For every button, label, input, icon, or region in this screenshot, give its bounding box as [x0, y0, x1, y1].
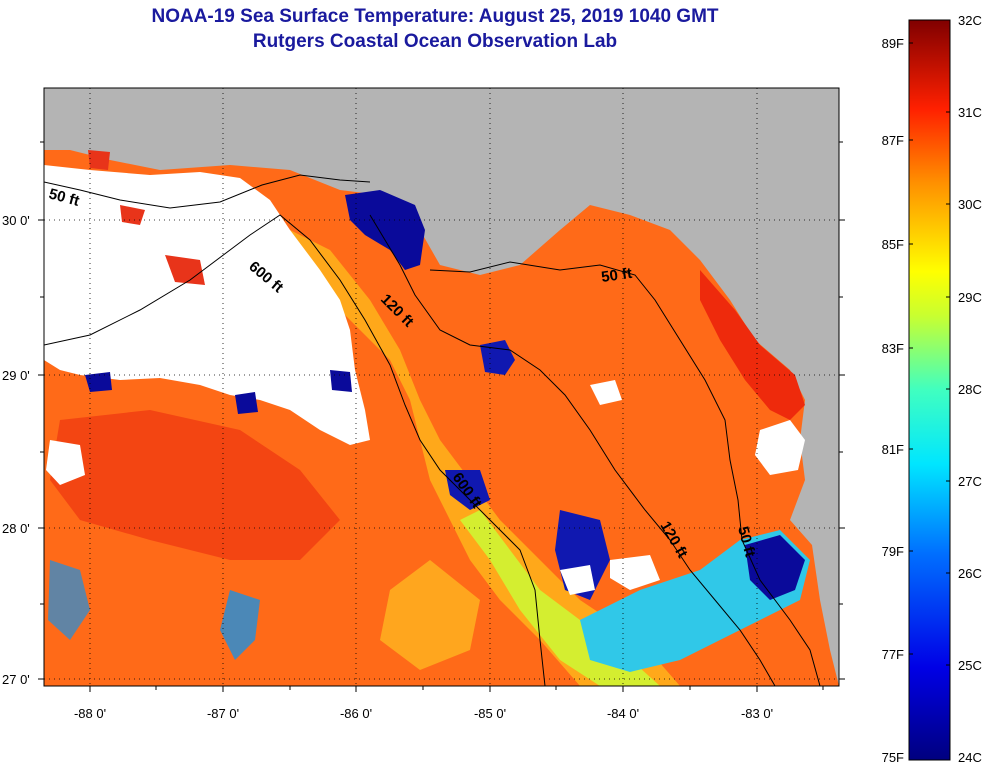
mid-temp-patch: [380, 560, 480, 670]
cloud-patch-west: [46, 440, 85, 485]
cold-patch-2: [445, 470, 490, 510]
colorbar-label-f: 85F: [882, 237, 904, 252]
coldest-plume: [745, 535, 805, 600]
cold-speck-3: [330, 370, 352, 392]
colorbar-label-f: 89F: [882, 36, 904, 51]
y-tick-label: 27 0': [2, 672, 30, 687]
colorbar-label-f: 75F: [882, 750, 904, 765]
x-tick-label: -83 0': [741, 706, 773, 721]
colorbar-label-f: 81F: [882, 442, 904, 457]
warm-coastal-band: [700, 270, 805, 420]
contour-label: 50 ft: [600, 265, 633, 286]
sst-image: [44, 88, 839, 686]
contour-50ft-east: [429, 261, 821, 686]
colorbar-label-c: 27C: [958, 474, 982, 489]
colorbar-label-c: 32C: [958, 13, 982, 28]
cloud-patch-east: [590, 380, 622, 405]
colorbar-label-f: 83F: [882, 341, 904, 356]
map-subtitle: Rutgers Coastal Ocean Observation Lab: [252, 31, 618, 52]
x-tick-label: -88 0': [74, 706, 106, 721]
y-tick-label: 28 0': [2, 521, 30, 536]
contour-50ft-west: [44, 174, 371, 209]
cold-speck-1: [85, 372, 112, 392]
x-tick-label: -84 0': [607, 706, 639, 721]
y-tick-label: 30 0': [2, 213, 30, 228]
cloud-mass-north: [44, 165, 370, 445]
cloud-patch-keys: [755, 420, 805, 475]
colorbar-label-c: 30C: [958, 197, 982, 212]
contour-120ft: [369, 214, 776, 686]
x-tick-label: -86 0': [340, 706, 372, 721]
colorbar-label-c: 28C: [958, 382, 982, 397]
y-tick-label: 29 0': [2, 368, 30, 383]
colorbar-label-c: 26C: [958, 566, 982, 581]
cold-patch-4: [220, 590, 260, 660]
colorbar-label-c: 29C: [958, 290, 982, 305]
cold-patch-1: [480, 340, 515, 375]
x-tick-label: -85 0': [474, 706, 506, 721]
warm-speck-1: [165, 255, 205, 285]
colorbar-label-c: 31C: [958, 105, 982, 120]
x-tick-label: -87 0': [207, 706, 239, 721]
colorbar-label-f: 77F: [882, 647, 904, 662]
colorbar: [908, 19, 951, 761]
cloud-patch-south: [560, 565, 595, 595]
mid-temp-tongue: [270, 220, 680, 686]
tick-marks: [38, 141, 845, 692]
cloud-patch-south-2: [610, 555, 660, 590]
colorbar-label-f: 87F: [882, 133, 904, 148]
colorbar-label-c: 25C: [958, 658, 982, 673]
warm-speck-2: [120, 205, 145, 225]
plot-frame: [43, 87, 840, 687]
colorbar-label-c: 24C: [958, 750, 982, 765]
coldest-apalachee-patch: [345, 190, 425, 270]
warm-offshore-patch: [50, 410, 340, 560]
colorbar-ticks: [909, 19, 950, 666]
map-title: NOAA-19 Sea Surface Temperature: August …: [151, 6, 719, 27]
cool-tongue: [460, 510, 660, 686]
colorbar-label-f: 79F: [882, 544, 904, 559]
cold-speck-2: [235, 392, 258, 414]
contour-600ft: [44, 214, 546, 686]
cold-patch-5: [48, 560, 90, 640]
warm-speck-3: [88, 150, 110, 170]
